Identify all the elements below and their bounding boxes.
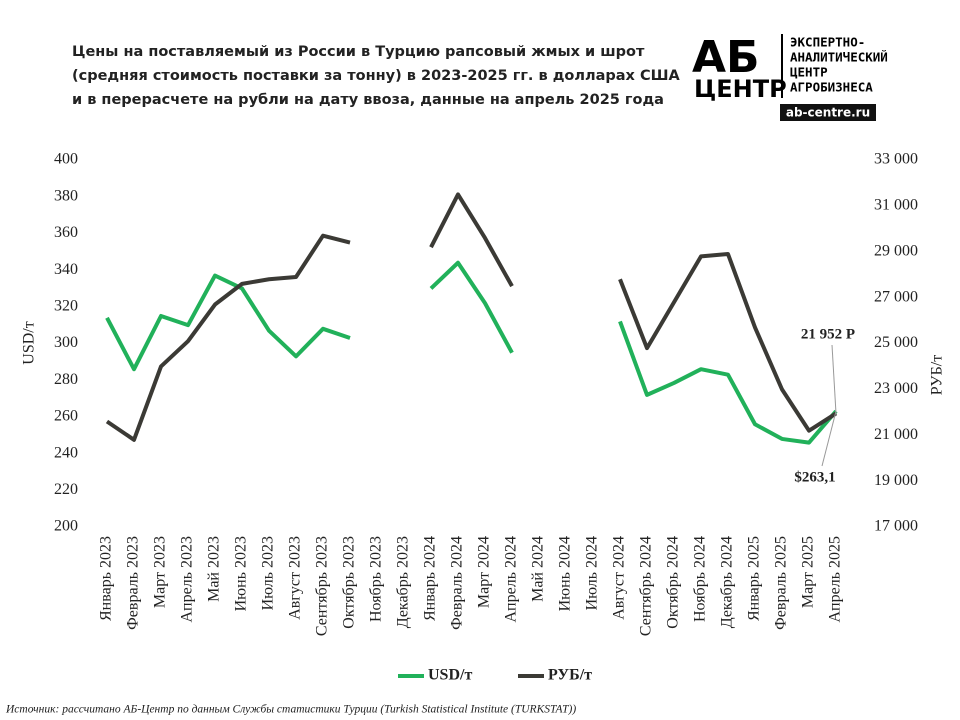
x-tick-label: Март 2024 xyxy=(476,536,493,608)
y2-tick-label: 27 000 xyxy=(874,288,918,305)
x-tick-label: Январь 2023 xyxy=(98,536,115,621)
x-tick-label: Февраль 2024 xyxy=(449,536,466,630)
logo: АБ ЦЕНТР ЭКСПЕРТНО- АНАЛИТИЧЕСКИЙ ЦЕНТР … xyxy=(692,32,888,121)
x-tick-label: Декабрь 2024 xyxy=(719,536,736,628)
label-leader xyxy=(831,344,837,414)
x-tick-label: Декабрь 2023 xyxy=(395,536,412,628)
x-tick-label: Август 2023 xyxy=(287,536,304,620)
data-label: 21 952 Р xyxy=(801,326,855,342)
x-tick-label: Июль 2023 xyxy=(260,536,277,610)
x-tick-label: Август 2024 xyxy=(611,536,628,620)
x-tick-label: Апрель 2025 xyxy=(827,536,844,623)
logo-mark: АБ xyxy=(692,32,760,83)
y-tick-label: 260 xyxy=(54,408,78,425)
x-tick-label: Октябрь 2023 xyxy=(341,536,358,629)
legend-label: РУБ/т xyxy=(548,667,592,684)
y2-tick-label: 25 000 xyxy=(874,334,918,351)
logo-site-bg xyxy=(780,104,876,121)
y2-tick-label: 29 000 xyxy=(874,242,918,259)
series-line xyxy=(105,192,838,442)
y-tick-label: 200 xyxy=(54,518,78,535)
x-tick-label: Март 2025 xyxy=(800,536,817,608)
title-line: и в перерасчете на рубли на дату ввоза, … xyxy=(72,92,664,108)
x-tick-label: Май 2023 xyxy=(206,536,223,602)
label-leader xyxy=(821,411,837,467)
y2-tick-label: 21 000 xyxy=(874,426,918,443)
y2-tick-label: 31 000 xyxy=(874,197,918,214)
x-tick-label: Июнь 2024 xyxy=(557,536,574,611)
y2-tick-label: 17 000 xyxy=(874,518,918,535)
x-tick-label: Июль 2024 xyxy=(584,536,601,610)
x-tick-label: Январь 2024 xyxy=(422,536,439,621)
x-tick-label: Октябрь 2024 xyxy=(665,536,682,629)
y-tick-label: 320 xyxy=(54,297,78,314)
x-tick-label: Июнь 2023 xyxy=(233,536,250,611)
x-tick-label: Сентябрь 2023 xyxy=(314,536,331,636)
title-line: (средняя стоимость поставки за тонну) в … xyxy=(72,68,681,84)
y2-tick-label: 33 000 xyxy=(874,151,918,168)
x-tick-label: Март 2023 xyxy=(152,536,169,608)
logo-line: ЦЕНТР xyxy=(790,65,828,80)
x-tick-label: Февраль 2023 xyxy=(125,536,142,630)
y-axis-label: USD/т xyxy=(21,321,38,364)
x-tick-label: Апрель 2024 xyxy=(503,536,520,623)
logo-line: АГРОБИЗНЕСА xyxy=(790,80,873,95)
source: Источник: рассчитано АБ-Центр по данным … xyxy=(5,704,576,716)
y2-tick-label: 23 000 xyxy=(874,380,918,397)
y-tick-label: 300 xyxy=(54,334,78,351)
x-tick-label: Сентябрь 2024 xyxy=(638,536,655,636)
title-line: Цены на поставляемый из России в Турцию … xyxy=(72,44,645,60)
y-tick-label: 220 xyxy=(54,481,78,498)
y-tick-label: 400 xyxy=(54,151,78,168)
x-tick-label: Май 2024 xyxy=(530,536,547,602)
logo-word: ЦЕНТР xyxy=(694,75,787,103)
y2-tick-label: 19 000 xyxy=(874,472,918,489)
logo-site: ab-centre.ru xyxy=(786,106,870,120)
x-tick-label: Февраль 2025 xyxy=(773,536,790,630)
y-tick-label: 340 xyxy=(54,261,78,278)
y-tick-label: 240 xyxy=(54,444,78,461)
legend-label: USD/т xyxy=(428,667,472,684)
y2-axis-label: РУБ/т xyxy=(929,355,946,395)
x-tick-label: Ноябрь 2024 xyxy=(692,536,709,622)
y-tick-label: 280 xyxy=(54,371,78,388)
logo-line: АНАЛИТИЧЕСКИЙ xyxy=(790,50,888,65)
title: Цены на поставляемый из России в Турцию … xyxy=(72,44,681,108)
x-tick-label: Апрель 2023 xyxy=(179,536,196,623)
logo-line: ЭКСПЕРТНО- xyxy=(790,35,865,50)
x-tick-label: Ноябрь 2023 xyxy=(368,536,385,622)
y-tick-label: 360 xyxy=(54,224,78,241)
y-tick-label: 380 xyxy=(54,187,78,204)
x-tick-label: Январь 2025 xyxy=(746,536,763,621)
data-label: $263,1 xyxy=(794,469,835,485)
series-line xyxy=(105,260,838,445)
